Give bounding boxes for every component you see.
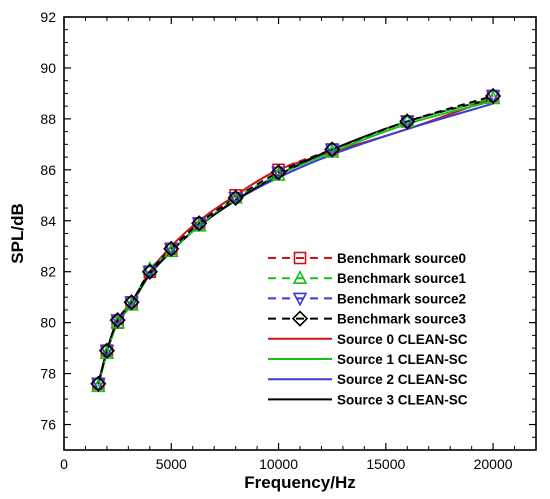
legend-label: Benchmark source2 <box>337 291 466 306</box>
x-tick-label: 5000 <box>156 456 187 472</box>
legend-marker <box>293 251 307 265</box>
data-point-benchmark-source3 <box>123 294 140 311</box>
y-tick-label: 76 <box>40 417 56 433</box>
legend-label: Benchmark source1 <box>337 271 467 286</box>
series-markers-layer <box>90 87 502 393</box>
data-point-benchmark-source3 <box>90 375 107 392</box>
data-point-benchmark-source2 <box>99 344 115 359</box>
data-point-benchmark-source2 <box>91 377 106 393</box>
legend-label: Source 3 CLEAN-SC <box>337 392 468 407</box>
y-tick-label: 88 <box>40 111 56 127</box>
legend-entry-benchmark-source3: Benchmark source3 <box>268 310 467 327</box>
x-axis-title: Frequency/Hz <box>244 473 355 492</box>
data-point-benchmark-source3 <box>399 113 416 130</box>
data-point-benchmark-source2 <box>163 242 179 258</box>
data-point-benchmark-source2 <box>228 192 243 207</box>
legend-entry-source-3-clean-sc: Source 3 CLEAN-SC <box>268 392 468 407</box>
data-point-benchmark-source3 <box>163 240 180 257</box>
legend-entry-benchmark-source1: Benchmark source1 <box>268 269 467 286</box>
legend-marker <box>292 269 308 285</box>
legend-entry-benchmark-source0: Benchmark source0 <box>268 251 466 266</box>
legend-label: Benchmark source0 <box>337 251 466 266</box>
legend-marker <box>291 310 309 327</box>
legend-marker <box>292 292 308 307</box>
series-line-benchmark-source1 <box>97 97 494 387</box>
data-point-benchmark-source3 <box>141 263 158 280</box>
data-point-benchmark-source3 <box>324 141 341 158</box>
legend-entry-benchmark-source2: Benchmark source2 <box>268 291 466 307</box>
y-tick-label: 92 <box>40 9 56 25</box>
y-tick-label: 86 <box>40 162 56 178</box>
series-lines-layer <box>97 95 494 387</box>
data-point-benchmark-source2 <box>324 143 340 158</box>
x-tick-label: 0 <box>60 456 68 472</box>
y-tick-label: 90 <box>40 60 56 76</box>
data-point-benchmark-source2 <box>124 296 139 311</box>
legend-entry-source-2-clean-sc: Source 2 CLEAN-SC <box>268 372 468 387</box>
y-tick-label: 80 <box>40 315 56 331</box>
y-tick-label: 84 <box>40 213 56 229</box>
legend: Benchmark source0 Benchmark source1 Benchm… <box>268 251 468 407</box>
legend-entry-source-1-clean-sc: Source 1 CLEAN-SC <box>268 352 468 367</box>
x-tick-label: 20000 <box>474 456 513 472</box>
legend-entry-source-0-clean-sc: Source 0 CLEAN-SC <box>268 332 468 347</box>
data-point-benchmark-source2 <box>271 166 286 181</box>
data-point-benchmark-source3 <box>98 342 116 359</box>
x-tick-label: 15000 <box>366 456 405 472</box>
data-point-benchmark-source2 <box>110 314 125 329</box>
legend-label: Source 2 CLEAN-SC <box>337 372 468 387</box>
data-point-benchmark-source3 <box>227 189 244 206</box>
data-point-benchmark-source3 <box>191 215 208 232</box>
data-point-benchmark-source3 <box>484 87 502 105</box>
y-tick-label: 78 <box>40 366 56 382</box>
series-line-benchmark-source3 <box>97 95 494 385</box>
data-point-benchmark-source2 <box>485 90 501 105</box>
legend-label: Benchmark source3 <box>337 312 467 327</box>
y-tick-label: 82 <box>40 264 56 280</box>
axes-layer: 0 5000 10000 15000 20000 76 78 80 82 84 86 88 90 92 <box>40 9 536 472</box>
x-tick-label: 10000 <box>259 456 298 472</box>
data-point-benchmark-source2 <box>399 115 415 130</box>
legend-label: Source 1 CLEAN-SC <box>337 352 468 367</box>
y-axis-title: SPL/dB <box>8 203 27 263</box>
data-point-benchmark-source3 <box>270 164 287 181</box>
data-point-benchmark-source2 <box>191 217 207 232</box>
legend-label: Source 0 CLEAN-SC <box>337 332 468 347</box>
data-point-benchmark-source2 <box>142 265 158 280</box>
data-point-benchmark-source3 <box>109 311 126 329</box>
